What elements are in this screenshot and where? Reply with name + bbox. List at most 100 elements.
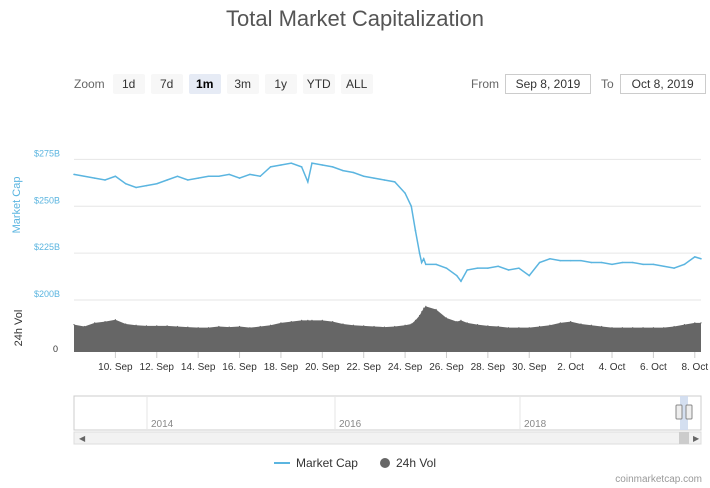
market-cap-point	[549, 257, 551, 260]
navigator-handle-right[interactable]	[685, 404, 693, 420]
market-cap-point	[460, 280, 462, 283]
market-cap-point	[259, 175, 262, 178]
x-tick-label: 10. Sep	[98, 362, 133, 373]
navigator-selection[interactable]	[680, 396, 688, 430]
market-cap-point	[300, 166, 303, 168]
scrollbar-track[interactable]	[73, 431, 702, 445]
market-cap-point	[497, 265, 500, 268]
x-tick-label: 12. Sep	[140, 362, 175, 373]
market-cap-point	[466, 269, 468, 271]
vol-point	[145, 325, 148, 327]
vol-point	[218, 325, 220, 328]
zoom-1m-button[interactable]: 1m	[188, 74, 221, 94]
vol-point	[528, 327, 530, 329]
scroll-left-arrow-icon[interactable]: ◀	[79, 434, 86, 443]
vol-point	[611, 327, 613, 329]
market-cap-point	[218, 175, 220, 178]
navigator-frame	[73, 395, 702, 431]
legend-24h-vol[interactable]: 24h Vol	[379, 456, 436, 470]
zoom-1y-button[interactable]: 1y	[264, 74, 297, 94]
x-tick-label: 24. Sep	[388, 362, 423, 373]
market-cap-point	[518, 267, 520, 269]
vol-point	[497, 325, 499, 328]
market-cap-point	[393, 181, 396, 183]
market-cap-point	[683, 263, 686, 266]
scroll-right-arrow-icon[interactable]: ▶	[693, 434, 700, 443]
zoom-1d-button[interactable]: 1d	[112, 74, 145, 94]
market-cap-point	[311, 162, 313, 164]
market-cap-point	[197, 177, 199, 179]
vol-point	[418, 314, 421, 317]
to-label: To	[601, 77, 614, 91]
volume-series	[73, 305, 702, 352]
zoom-label: Zoom	[74, 77, 105, 91]
market-cap-point	[673, 267, 675, 269]
vol-point	[207, 327, 210, 329]
vol-point	[383, 326, 385, 328]
market-cap-point	[559, 259, 562, 262]
market-cap-point	[73, 173, 75, 176]
market-cap-point	[569, 259, 572, 262]
market-cap-axis-label: Market Cap	[11, 177, 23, 234]
market-cap-point	[652, 263, 655, 266]
vol-point	[352, 324, 354, 326]
vol-point	[135, 324, 137, 326]
vol-point	[83, 325, 85, 328]
navigator-tick-label: 2016	[339, 419, 362, 430]
vol-area	[74, 306, 701, 352]
market-cap-point	[93, 177, 96, 179]
vol-point	[373, 325, 375, 328]
legend-market-cap[interactable]: Market Cap	[273, 456, 358, 470]
market-cap-series	[73, 162, 702, 283]
market-cap-point	[114, 175, 117, 178]
market-cap-point	[600, 261, 603, 264]
vol-point	[176, 325, 179, 328]
credit-text[interactable]: coinmarketcap.com	[615, 474, 702, 485]
market-cap-point	[538, 261, 541, 264]
navigator-tick-label: 2018	[524, 419, 547, 430]
legend-market-cap-label: Market Cap	[295, 456, 358, 470]
market-cap-point	[445, 267, 448, 269]
market-cap-point	[176, 175, 179, 178]
x-tick-label: 20. Sep	[305, 362, 340, 373]
zoom-7d-button[interactable]: 7d	[150, 74, 183, 94]
vol-point	[156, 325, 158, 327]
market-cap-point	[528, 274, 531, 277]
circle-icon	[379, 458, 390, 468]
market-cap-point	[362, 175, 365, 178]
x-tick-label: 30. Sep	[512, 362, 547, 373]
vol-point	[694, 322, 696, 324]
x-tick-label: 6. Oct	[640, 362, 667, 373]
navigator: 2014 2016 2018	[73, 395, 702, 431]
navigator-tick-label: 2014	[151, 419, 174, 430]
vol-point	[404, 324, 406, 326]
market-cap-point	[383, 179, 386, 181]
x-tick-label: 18. Sep	[264, 362, 299, 373]
to-date-input[interactable]: Oct 8, 2019	[619, 74, 706, 94]
vol-point	[425, 305, 427, 307]
vol-point	[549, 324, 551, 326]
scrollbar[interactable]: ◀ ▶	[73, 431, 702, 445]
market-cap-point	[307, 181, 309, 183]
vol-point	[332, 321, 334, 323]
market-cap-point	[580, 259, 582, 262]
vol-point	[321, 319, 323, 321]
zoom-ytd-button[interactable]: YTD	[302, 74, 335, 94]
scrollbar-thumb[interactable]	[679, 432, 689, 444]
vol-point	[290, 321, 292, 323]
from-label: From	[471, 77, 499, 91]
vol-point	[280, 322, 282, 324]
vol-point	[269, 324, 272, 326]
zoom-all-button[interactable]: ALL	[340, 74, 373, 94]
market-cap-point	[420, 261, 423, 264]
from-date-input[interactable]: Sep 8, 2019	[505, 74, 591, 94]
navigator-handle-left[interactable]	[675, 404, 683, 420]
x-tick-label: 14. Sep	[181, 362, 216, 373]
market-cap-point	[487, 267, 489, 269]
zoom-3m-button[interactable]: 3m	[226, 74, 259, 94]
vol-point	[125, 323, 127, 325]
date-range: From Sep 8, 2019 To Oct 8, 2019	[471, 74, 706, 94]
market-cap-point	[342, 169, 344, 172]
vol-point	[652, 327, 655, 329]
market-cap-point	[166, 179, 168, 181]
